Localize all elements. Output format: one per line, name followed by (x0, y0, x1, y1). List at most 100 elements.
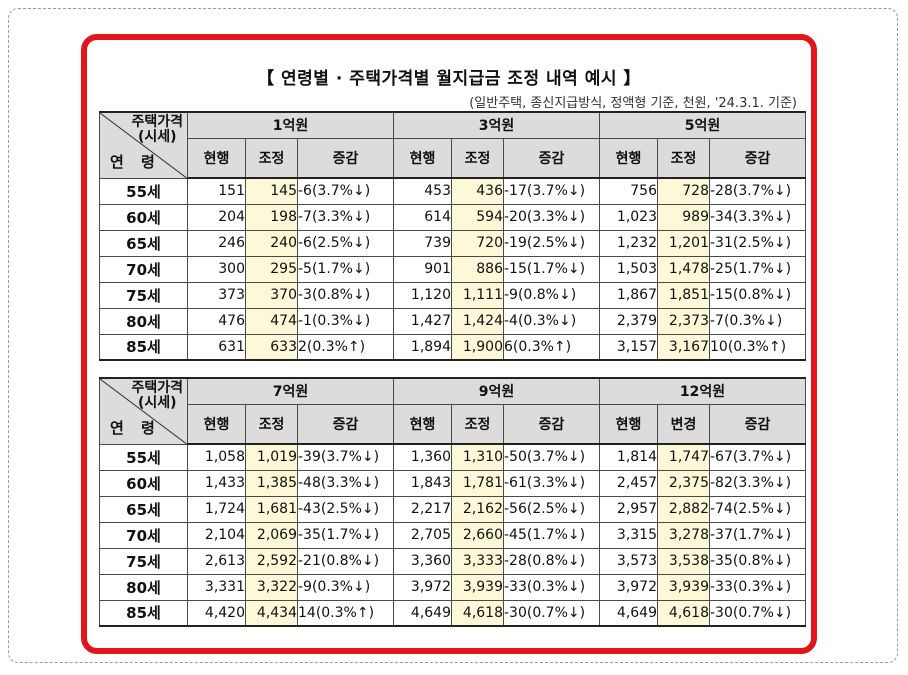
change-cell: -7(0.3%↓) (709, 307, 806, 335)
current-amount-cell: 1,843 (393, 469, 452, 497)
change-cell: -33(0.3%↓) (708, 573, 807, 601)
price-group-header: 3억원 (393, 111, 600, 139)
current-amount-cell: 300 (187, 255, 246, 283)
change-cell: -43(2.5%↓) (297, 495, 394, 523)
adjusted-amount-cell: 2,882 (657, 495, 710, 523)
table-row: 55세 151 145 -6(3.7%↓) 453 436 -17(3.7%↓) 756 728… (99, 177, 806, 205)
adjusted-amount-cell: 3,278 (657, 521, 710, 549)
current-amount-cell: 1,058 (187, 443, 246, 471)
change-cell: -4(0.3%↓) (503, 307, 600, 335)
adjusted-amount-cell: 436 (451, 177, 504, 205)
pension-table-2: 주택가격 (시세) 연 령 7억원 9억원 12억원 현행 조정 증감 현행 조정 증감 현행 변경 증감 5… (99, 377, 807, 627)
adjusted-amount-cell: 1,424 (451, 307, 504, 335)
current-amount-cell: 1,120 (393, 281, 452, 309)
adjusted-amount-cell: 989 (657, 203, 710, 231)
change-cell: 2(0.3%↑) (297, 333, 394, 361)
adjusted-amount-cell: 1,681 (245, 495, 298, 523)
adjusted-amount-cell: 4,618 (657, 599, 710, 627)
adjusted-amount-cell: 1,111 (451, 281, 504, 309)
table-row: 70세 2,104 2,069 -35(1.7%↓) 2,705 2,660 -45(1.7… (99, 521, 807, 549)
current-amount-cell: 3,157 (599, 333, 658, 361)
column-header: 현행 (393, 403, 452, 445)
column-header: 조정 (245, 403, 298, 445)
change-cell: -48(3.3%↓) (297, 469, 394, 497)
current-amount-cell: 2,379 (599, 307, 658, 335)
current-amount-cell: 1,814 (599, 443, 658, 471)
change-cell: -34(3.3%↓) (709, 203, 806, 231)
change-cell: -33(0.3%↓) (503, 573, 600, 601)
current-amount-cell: 2,613 (187, 547, 246, 575)
table-row: 65세 246 240 -6(2.5%↓) 739 720 -19(2.5%↓) 1,232 1… (99, 229, 806, 257)
adjusted-amount-cell: 1,478 (657, 255, 710, 283)
adjusted-amount-cell: 886 (451, 255, 504, 283)
adjusted-amount-cell: 2,375 (657, 469, 710, 497)
table-corner-header: 주택가격 (시세) 연 령 (99, 377, 188, 445)
diagonal-line (100, 114, 187, 177)
adjusted-amount-cell: 3,538 (657, 547, 710, 575)
change-cell: -19(2.5%↓) (503, 229, 600, 257)
adjusted-amount-cell: 3,333 (451, 547, 504, 575)
age-axis-label: 연 령 (110, 418, 161, 437)
adjusted-amount-cell: 1,310 (451, 443, 504, 471)
change-cell: 10(0.3%↑) (709, 333, 806, 361)
change-cell: -6(3.7%↓) (297, 177, 394, 205)
price-group-header: 9억원 (393, 377, 600, 405)
diagonal-line (100, 380, 187, 443)
adjusted-amount-cell: 4,618 (451, 599, 504, 627)
table-row: 75세 373 370 -3(0.8%↓) 1,120 1,111 -9(0.8%↓) 1,8… (99, 281, 806, 309)
current-amount-cell: 1,360 (393, 443, 452, 471)
column-header: 현행 (599, 137, 658, 179)
adjusted-amount-cell: 198 (245, 203, 298, 231)
current-amount-cell: 2,705 (393, 521, 452, 549)
adjusted-amount-cell: 4,434 (245, 599, 298, 627)
adjusted-amount-cell: 1,201 (657, 229, 710, 257)
current-amount-cell: 1,433 (187, 469, 246, 497)
adjusted-amount-cell: 1,385 (245, 469, 298, 497)
current-amount-cell: 3,573 (599, 547, 658, 575)
price-group-header: 5억원 (599, 111, 806, 139)
current-amount-cell: 614 (393, 203, 452, 231)
current-amount-cell: 2,457 (599, 469, 658, 497)
change-cell: -17(3.7%↓) (503, 177, 600, 205)
adjusted-amount-cell: 3,167 (657, 333, 710, 361)
current-amount-cell: 1,023 (599, 203, 658, 231)
current-amount-cell: 901 (393, 255, 452, 283)
column-header: 현행 (393, 137, 452, 179)
highlight-frame: 【 연령별 · 주택가격별 월지급금 조정 내역 예시 】 (일반주택, 종신지… (81, 34, 817, 654)
age-cell: 70세 (99, 521, 188, 549)
table-row: 75세 2,613 2,592 -21(0.8%↓) 3,360 3,333 -28(0.8… (99, 547, 807, 575)
column-header: 현행 (187, 137, 246, 179)
change-cell: -15(0.8%↓) (709, 281, 806, 309)
column-header: 현행 (187, 403, 246, 445)
age-cell: 65세 (99, 495, 188, 523)
current-amount-cell: 246 (187, 229, 246, 257)
price-label-line2: (시세) (137, 395, 177, 411)
adjusted-amount-cell: 594 (451, 203, 504, 231)
column-header: 조정 (657, 137, 710, 179)
current-amount-cell: 1,894 (393, 333, 452, 361)
adjusted-amount-cell: 633 (245, 333, 298, 361)
pension-table-1: 주택가격 (시세) 연 령 1억원 3억원 5억원 현행 조정 증감 현행 조정 증감 현행 조정 증감 55… (99, 111, 806, 361)
change-cell: -9(0.8%↓) (503, 281, 600, 309)
column-header: 증감 (297, 403, 394, 445)
current-amount-cell: 1,427 (393, 307, 452, 335)
current-amount-cell: 3,315 (599, 521, 658, 549)
price-group-header: 7억원 (187, 377, 394, 405)
document-subtitle: (일반주택, 종신지급방식, 정액형 기준, 천원, '24.3.1. 기준) (469, 96, 797, 111)
adjusted-amount-cell: 145 (245, 177, 298, 205)
age-cell: 65세 (99, 229, 188, 257)
change-cell: -1(0.3%↓) (297, 307, 394, 335)
adjusted-amount-cell: 2,660 (451, 521, 504, 549)
age-cell: 75세 (99, 547, 188, 575)
change-cell: 14(0.3%↑) (297, 599, 394, 627)
table-row: 85세 631 633 2(0.3%↑) 1,894 1,900 6(0.3%↑) 3,157… (99, 333, 806, 361)
adjusted-amount-cell: 1,747 (657, 443, 710, 471)
current-amount-cell: 4,649 (599, 599, 658, 627)
current-amount-cell: 151 (187, 177, 246, 205)
change-cell: -67(3.7%↓) (708, 443, 807, 471)
current-amount-cell: 476 (187, 307, 246, 335)
column-header: 증감 (708, 403, 807, 445)
column-header: 변경 (657, 403, 710, 445)
change-cell: -45(1.7%↓) (503, 521, 600, 549)
table-row: 80세 3,331 3,322 -9(0.3%↓) 3,972 3,939 -33(0.3%… (99, 573, 807, 601)
